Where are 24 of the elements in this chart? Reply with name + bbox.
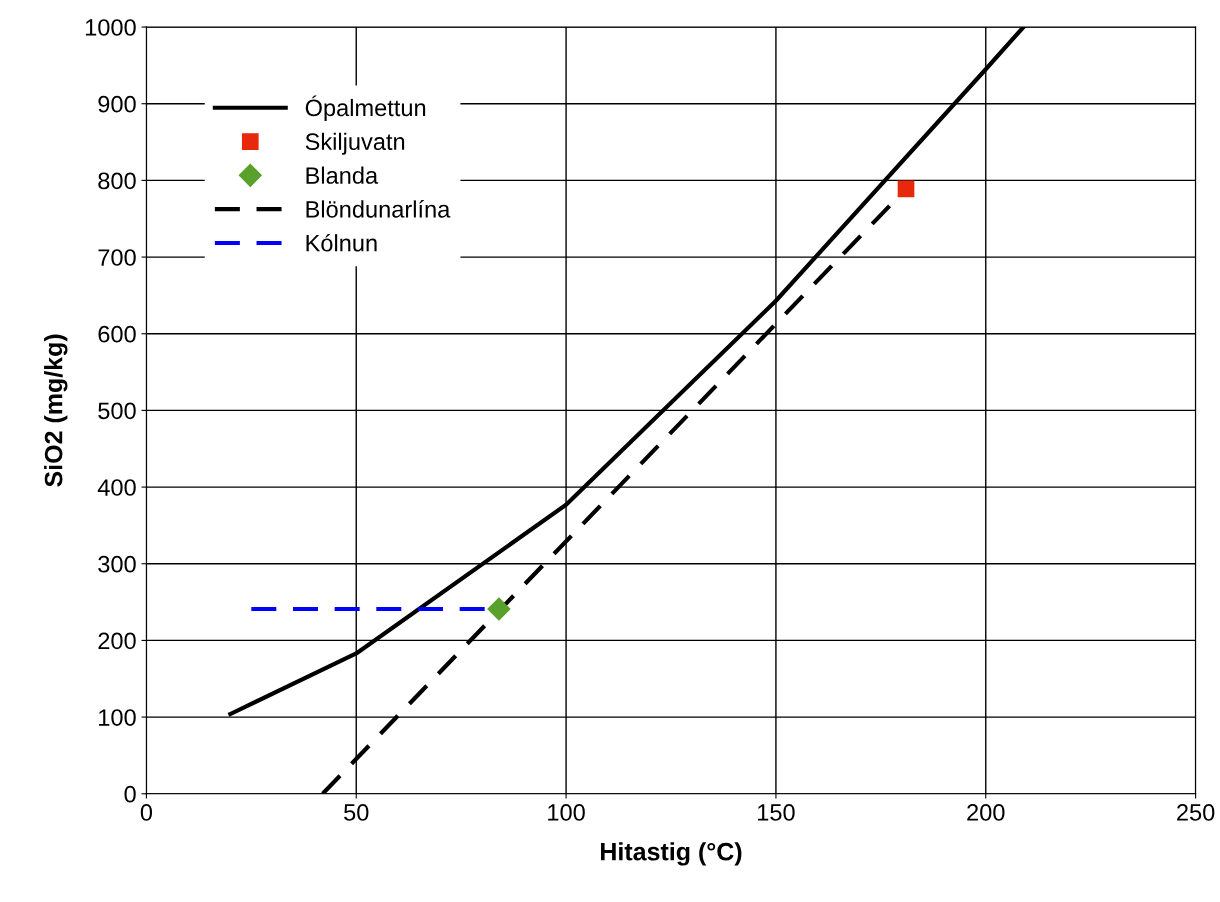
y-tick-label: 600 bbox=[98, 325, 136, 343]
x-tick-label: 150 bbox=[758, 804, 795, 821]
y-tick-label: 400 bbox=[97, 479, 136, 496]
y-tick-label: 500 bbox=[98, 402, 136, 420]
legend-label: Blöndunarlína bbox=[306, 200, 451, 218]
x-tick-label: 200 bbox=[967, 804, 1005, 821]
y-tick-label: 900 bbox=[98, 95, 136, 113]
y-axis-title: SiO2 (mg/kg) bbox=[44, 334, 68, 487]
x-tick-label: 250 bbox=[1177, 804, 1215, 821]
y-tick-label: 800 bbox=[98, 172, 136, 190]
legend-label: Ópalmettun bbox=[305, 95, 426, 121]
x-tick-label: 0 bbox=[140, 804, 153, 821]
y-tick-label: 200 bbox=[98, 632, 136, 650]
y-tick-label: 100 bbox=[99, 709, 136, 726]
legend-label: Kólnun bbox=[306, 233, 377, 252]
y-tick-label: 300 bbox=[98, 555, 136, 573]
x-tick-label: 100 bbox=[548, 804, 585, 821]
y-tick-label: 700 bbox=[98, 249, 136, 266]
legend-label: Blanda bbox=[306, 166, 379, 184]
legend-label: Skiljuvatn bbox=[305, 132, 405, 155]
x-tick-label: 50 bbox=[344, 804, 369, 821]
y-tick-label: 0 bbox=[124, 785, 136, 803]
y-tick-label: 1000 bbox=[85, 19, 136, 36]
x-axis-title: Hitastig (°C) bbox=[601, 842, 742, 866]
